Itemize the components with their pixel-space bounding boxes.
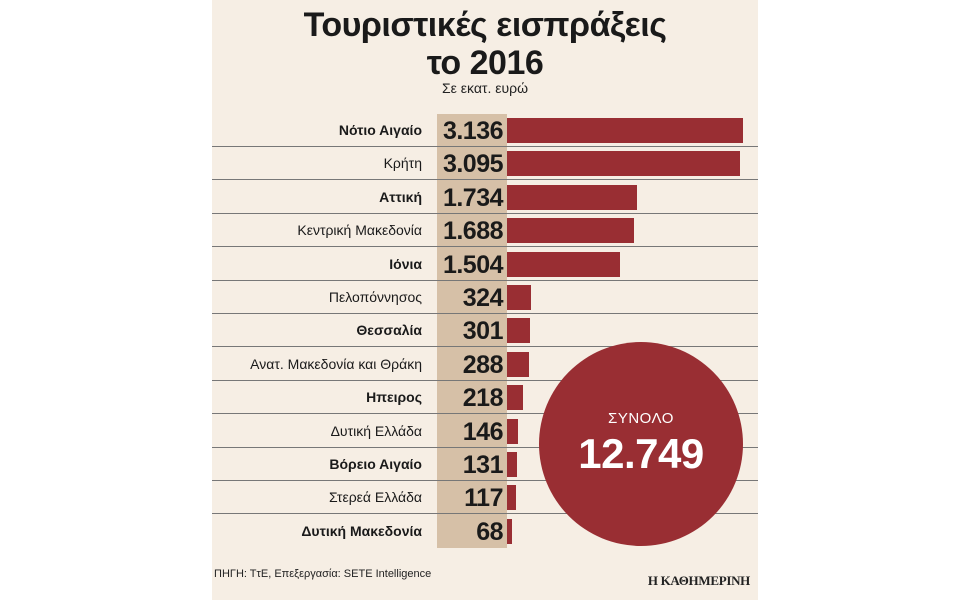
chart-title: Τουριστικές εισπράξεις το 2016 — [212, 6, 758, 82]
value-label: 146 — [462, 417, 504, 446]
value-label: 68 — [476, 517, 503, 546]
row-divider — [212, 313, 758, 314]
row-divider — [212, 246, 758, 248]
total-value: 12.749 — [578, 430, 704, 477]
row-divider — [212, 346, 758, 348]
row-divider — [212, 413, 758, 415]
category-label: Στερεά Ελλάδα — [328, 489, 422, 506]
category-label: Ιόνια — [389, 255, 422, 272]
row-divider — [212, 379, 758, 381]
value-label: 117 — [464, 484, 503, 513]
bar-row: Κρήτη 3.095 — [212, 147, 758, 181]
bar-row: Ηπειρος 218 — [212, 381, 758, 415]
row-divider — [212, 480, 758, 481]
bar-row: Αττική 1.734 — [212, 181, 758, 214]
row-divider — [212, 446, 758, 448]
row-divider — [212, 279, 758, 281]
chart-panel: Τουριστικές εισπράξεις το 2016 Σε εκατ. … — [212, 0, 758, 600]
bar — [507, 318, 530, 344]
bar — [507, 518, 513, 544]
bar — [507, 485, 516, 511]
row-divider — [212, 212, 758, 214]
bar-row: Θεσσαλία 301 — [212, 314, 758, 348]
bar-row: Στερεά Ελλάδα 117 — [212, 481, 758, 515]
category-label: Νότιο Αιγαίο — [338, 122, 422, 138]
bar-row: Ιόνια 1.504 — [212, 248, 758, 281]
value-column-background — [437, 114, 507, 548]
category-label: Κρήτη — [383, 155, 422, 172]
row-divider — [212, 146, 758, 147]
bar — [507, 452, 517, 477]
category-label: Κεντρική Μακεδονία — [297, 222, 422, 239]
bar-row: Πελοπόννησος 324 — [212, 281, 758, 314]
publisher-logo: Η ΚΑΘΗΜΕΡΙΝΗ — [647, 573, 750, 588]
bar — [507, 285, 532, 310]
value-label: 1.688 — [442, 217, 504, 246]
chart-subtitle: Σε εκατ. ευρώ — [441, 80, 529, 96]
total-circle: ΣΥΝΟΛΟ 12.749 — [539, 342, 743, 546]
chart-title-line1: Τουριστικές εισπράξεις — [303, 6, 667, 44]
category-label: Ανατ. Μακεδονία και Θράκη — [250, 355, 422, 372]
value-label: 301 — [462, 317, 504, 346]
bar-row: Βόρειο Αιγαίο 131 — [212, 448, 758, 481]
category-label: Θεσσαλία — [356, 322, 422, 339]
bar — [507, 184, 638, 210]
row-divider — [212, 513, 758, 515]
bar — [507, 118, 743, 143]
category-label: Δυτική Μακεδονία — [301, 522, 422, 539]
value-label: 3.095 — [442, 150, 504, 179]
bar — [507, 218, 635, 244]
value-label: 3.136 — [442, 117, 504, 145]
value-label: 131 — [462, 451, 504, 479]
bar-row: Δυτική Μακεδονία 68 — [212, 515, 758, 548]
value-label: 288 — [462, 350, 504, 379]
bar — [507, 251, 621, 277]
category-label: Βόρειο Αιγαίο — [329, 456, 422, 472]
bar — [507, 418, 518, 444]
total-label: ΣΥΝΟΛΟ — [608, 410, 674, 427]
bar — [507, 351, 529, 377]
bar-row: Δυτική Ελλάδα 146 — [212, 415, 758, 448]
bar-row: Ανατ. Μακεδονία και Θράκη 288 — [212, 348, 758, 381]
value-label: 1.504 — [442, 250, 504, 279]
category-label: Αττική — [379, 188, 422, 205]
category-label: Πελοπόννησος — [328, 289, 422, 305]
bar-row: Κεντρική Μακεδονία 1.688 — [212, 214, 758, 248]
bar-row: Νότιο Αιγαίο 3.136 — [212, 114, 758, 147]
chart-title-line2: το 2016 — [426, 44, 544, 82]
source-note: ΠΗΓΗ: ΤτΕ, Επεξεργασία: SETE Intelligenc… — [214, 568, 432, 580]
category-label: Ηπειρος — [366, 389, 422, 406]
value-label: 218 — [462, 384, 504, 413]
bar — [507, 151, 740, 177]
bar — [507, 385, 524, 411]
category-label: Δυτική Ελλάδα — [330, 422, 422, 439]
row-divider — [212, 179, 758, 181]
value-label: 1.734 — [442, 183, 504, 212]
value-label: 324 — [462, 284, 504, 312]
